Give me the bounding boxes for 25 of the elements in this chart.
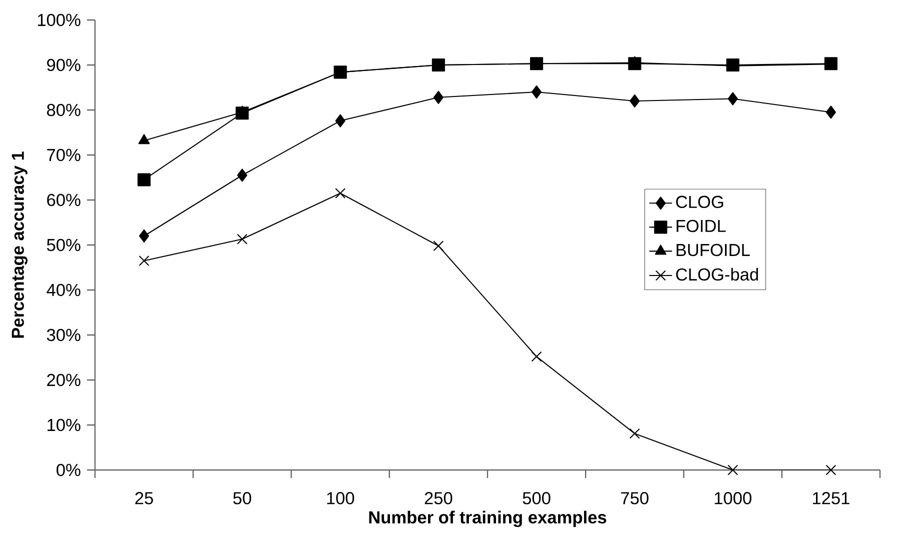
x-tick-label: 50: [233, 492, 252, 504]
legend-label: CLOG: [676, 196, 724, 208]
x-tick-label: 25: [135, 492, 153, 504]
y-tick-label: 50%: [46, 238, 80, 252]
x-tick-label: 1000: [714, 492, 752, 504]
x-axis-title: Number of training examples: [369, 510, 606, 528]
y-tick-label: 60%: [47, 194, 80, 206]
x-tick-label: 250: [424, 492, 452, 504]
y-tick-label: 100%: [38, 14, 80, 26]
legend-label: FOIDL: [676, 220, 726, 232]
y-tick-label: 70%: [47, 148, 80, 162]
legend-label: CLOG-bad: [676, 268, 758, 281]
y-tick-label: 10%: [48, 418, 80, 432]
y-tick-label: 0%: [56, 464, 80, 476]
x-tick-label: 100: [327, 492, 354, 504]
y-tick-label: 20%: [47, 374, 80, 386]
y-axis-title: Percentage accuracy 1: [12, 152, 28, 338]
y-tick-label: 90%: [47, 58, 80, 72]
y-tick-label: 30%: [46, 328, 80, 342]
x-tick-label: 750: [621, 492, 648, 504]
legend-label: BUFOIDL: [676, 244, 750, 256]
y-tick-label: 80%: [47, 104, 80, 116]
x-tick-label: 500: [522, 492, 550, 504]
y-tick-label: 40%: [46, 284, 80, 296]
x-tick-label: 1251: [812, 492, 850, 504]
